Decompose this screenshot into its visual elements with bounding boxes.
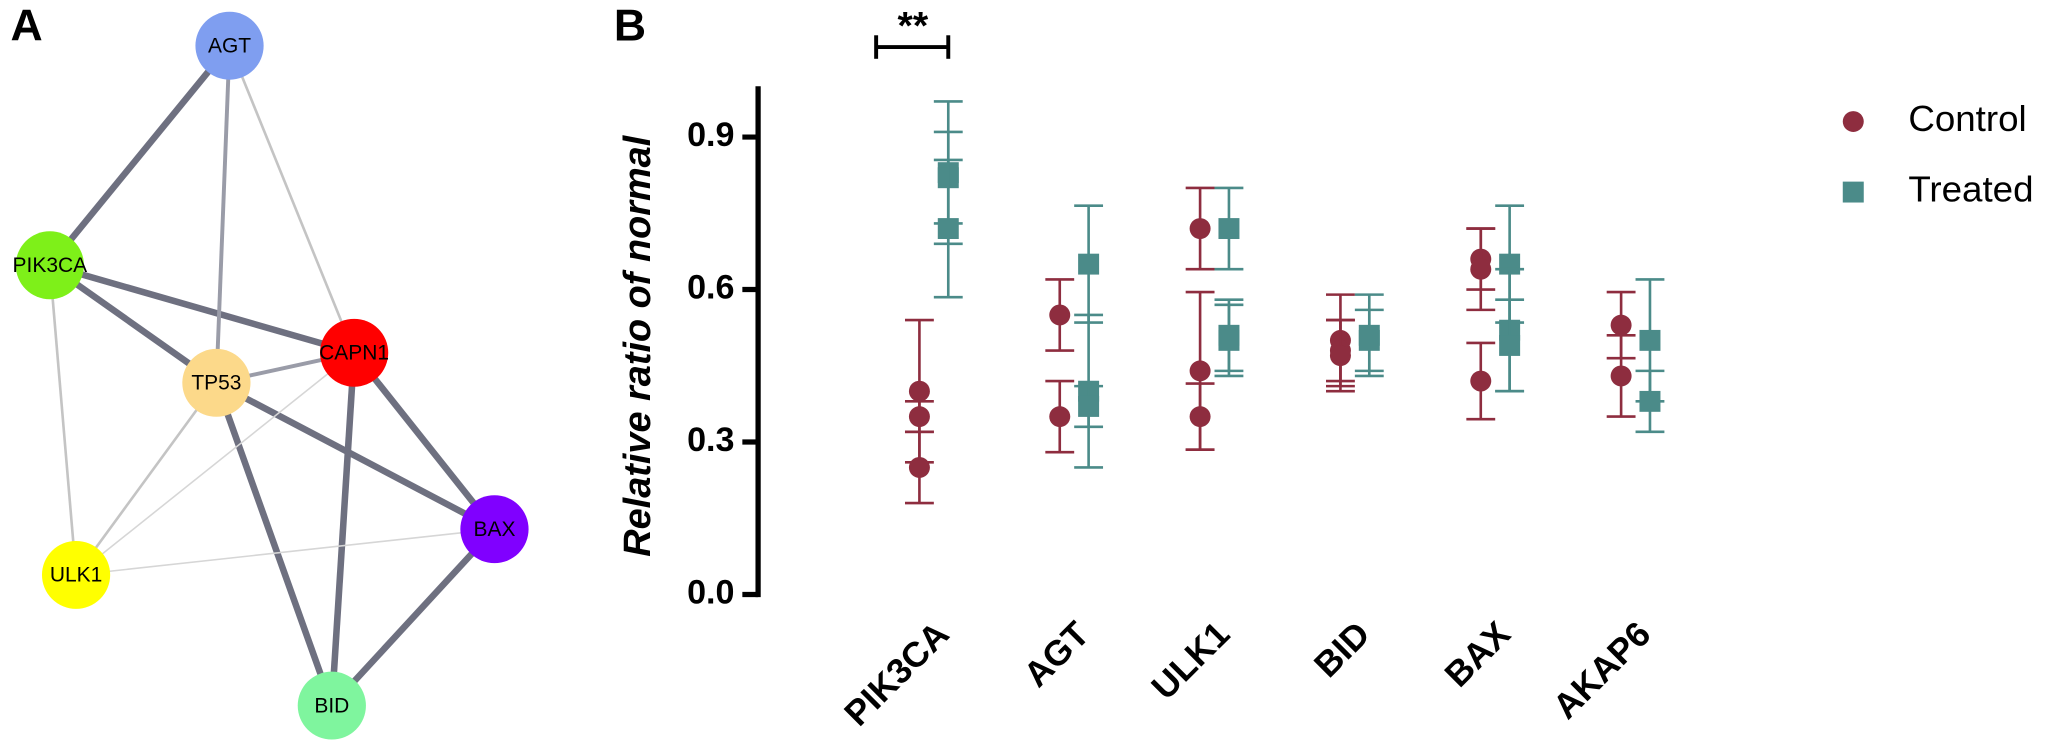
- edge: [214, 45, 232, 383]
- point: [908, 380, 930, 402]
- point: [1189, 218, 1211, 240]
- node-label: AGT: [208, 35, 251, 58]
- point: [1078, 253, 1100, 275]
- x-tick-label: ULK1: [1144, 614, 1237, 707]
- edge: [329, 526, 497, 708]
- node: [15, 231, 84, 300]
- point: [1218, 329, 1240, 351]
- x-tick-label: BID: [1307, 614, 1378, 684]
- point: [1499, 335, 1521, 356]
- y-tick-label: 0.3: [687, 421, 734, 459]
- point: [1470, 258, 1492, 280]
- x-tick-label: PIK3CA: [837, 614, 956, 733]
- panel-label: B: [614, 2, 646, 51]
- legend-marker: [1842, 111, 1864, 132]
- point: [1610, 314, 1632, 336]
- node-label: PIK3CA: [13, 254, 88, 277]
- point: [1358, 329, 1380, 351]
- point: [1218, 218, 1240, 240]
- x-tick-label: BAX: [1437, 614, 1518, 694]
- edge: [213, 381, 335, 707]
- point: [1639, 390, 1661, 412]
- edge: [214, 379, 496, 533]
- chart: 0.0 0.3 0.6 0.9 Relative ratio of normal PIK3…: [617, 4, 2033, 733]
- y-axis-title: Relative ratio of normal: [617, 134, 659, 556]
- edge: [48, 265, 78, 576]
- legend-marker: [1842, 181, 1864, 203]
- y-tick-label: 0.0: [687, 574, 734, 612]
- network: AGT PIK3CA CAPN1 TP53 BAX ULK1 BID: [13, 11, 529, 740]
- edge: [75, 382, 218, 576]
- annotation: **: [898, 4, 929, 48]
- point: [1189, 406, 1211, 428]
- edge: [351, 350, 498, 532]
- node: [182, 348, 251, 417]
- node: [320, 318, 389, 387]
- point: [1049, 406, 1071, 428]
- node-label: TP53: [191, 372, 241, 395]
- node: [195, 11, 264, 80]
- node-label: BID: [314, 694, 349, 717]
- node-label: CAPN1: [319, 342, 389, 365]
- node: [41, 540, 111, 609]
- point: [1470, 370, 1492, 392]
- node: [297, 671, 366, 740]
- edge: [328, 352, 358, 706]
- y-tick-label: 0.6: [687, 269, 734, 307]
- node: [460, 495, 529, 564]
- legend-label: Control: [1908, 98, 2026, 139]
- point: [908, 406, 930, 428]
- x-tick-label: AGT: [1016, 614, 1097, 694]
- legend-label: Treated: [1908, 169, 2033, 210]
- point: [1639, 329, 1661, 351]
- point: [1078, 395, 1100, 417]
- edge: [75, 528, 495, 576]
- panel-label: A: [10, 2, 42, 51]
- point: [1189, 360, 1211, 382]
- edge: [75, 352, 355, 576]
- point: [1049, 304, 1071, 326]
- edge: [228, 45, 356, 354]
- y-tick-label: 0.9: [687, 116, 734, 154]
- x-tick-label: AKAP6: [1546, 614, 1658, 726]
- point: [1610, 365, 1632, 387]
- point: [908, 456, 930, 478]
- point: [1329, 345, 1351, 367]
- node-label: ULK1: [50, 564, 102, 587]
- point: [937, 218, 959, 240]
- edge: [47, 43, 233, 268]
- node-label: BAX: [473, 518, 515, 541]
- edge: [48, 262, 356, 356]
